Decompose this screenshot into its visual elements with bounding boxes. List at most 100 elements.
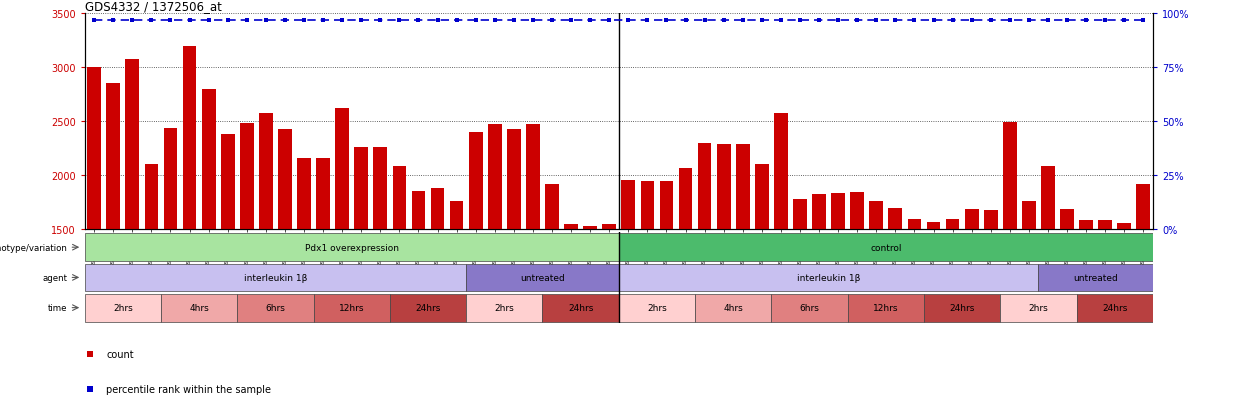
Bar <box>736 145 749 390</box>
Bar <box>85 264 466 292</box>
Bar <box>564 225 578 390</box>
Text: genotype/variation: genotype/variation <box>0 243 67 252</box>
Bar <box>392 167 406 390</box>
Bar <box>1098 221 1112 390</box>
Text: 6hrs: 6hrs <box>799 304 819 312</box>
Bar <box>469 133 483 390</box>
Text: percentile rank within the sample: percentile rank within the sample <box>107 384 271 394</box>
Text: untreated: untreated <box>1073 273 1118 282</box>
Bar <box>965 210 979 390</box>
Text: time: time <box>49 304 67 312</box>
Bar <box>1003 123 1017 390</box>
Bar <box>183 47 197 390</box>
Bar <box>1041 167 1055 390</box>
Bar <box>466 264 619 292</box>
Bar <box>1000 294 1077 322</box>
Bar <box>466 294 543 322</box>
Bar <box>316 158 330 390</box>
Bar <box>126 59 139 390</box>
Bar <box>695 294 772 322</box>
Text: count: count <box>107 349 134 360</box>
Bar <box>163 128 177 390</box>
Text: interleukin 1β: interleukin 1β <box>797 273 860 282</box>
Bar <box>889 209 903 390</box>
Bar <box>619 264 1038 292</box>
Bar <box>754 165 768 390</box>
Text: untreated: untreated <box>520 273 565 282</box>
Bar <box>1022 201 1036 390</box>
Text: 24hrs: 24hrs <box>1102 304 1128 312</box>
Bar <box>85 294 161 322</box>
Bar <box>603 225 616 390</box>
Bar <box>431 188 444 390</box>
Bar <box>1079 221 1093 390</box>
Bar <box>717 145 731 390</box>
Bar <box>697 143 711 390</box>
Bar <box>832 194 845 390</box>
Bar <box>640 182 654 390</box>
Text: 6hrs: 6hrs <box>265 304 285 312</box>
Bar <box>772 294 848 322</box>
Bar <box>449 201 463 390</box>
Bar <box>374 147 387 390</box>
Text: 2hrs: 2hrs <box>113 304 133 312</box>
Bar <box>1061 210 1074 390</box>
Text: 24hrs: 24hrs <box>568 304 594 312</box>
Text: 2hrs: 2hrs <box>494 304 514 312</box>
Bar <box>355 147 369 390</box>
Text: GDS4332 / 1372506_at: GDS4332 / 1372506_at <box>85 0 222 13</box>
Text: 2hrs: 2hrs <box>647 304 667 312</box>
Bar <box>144 165 158 390</box>
Bar <box>488 125 502 390</box>
Bar <box>679 169 692 390</box>
Bar <box>259 113 273 390</box>
Bar <box>220 135 234 390</box>
Bar <box>314 294 390 322</box>
Bar <box>869 201 883 390</box>
Bar <box>812 195 825 390</box>
Text: control: control <box>870 243 901 252</box>
Bar <box>621 181 635 390</box>
Text: agent: agent <box>42 273 67 282</box>
Bar <box>545 184 559 390</box>
Bar <box>774 113 788 390</box>
Text: 2hrs: 2hrs <box>1028 304 1048 312</box>
Bar <box>946 220 960 390</box>
Bar <box>335 109 349 390</box>
Bar <box>848 294 924 322</box>
Bar <box>527 125 540 390</box>
Bar <box>1038 264 1153 292</box>
Bar <box>584 226 598 390</box>
Bar <box>161 294 238 322</box>
Bar <box>412 192 426 390</box>
Bar <box>619 294 695 322</box>
Bar <box>924 294 1000 322</box>
Text: interleukin 1β: interleukin 1β <box>244 273 308 282</box>
Bar <box>1118 224 1132 390</box>
Bar <box>543 294 619 322</box>
Bar <box>850 193 864 390</box>
Text: 4hrs: 4hrs <box>189 304 209 312</box>
Bar <box>278 129 291 390</box>
Text: 12hrs: 12hrs <box>873 304 899 312</box>
Bar <box>85 234 619 261</box>
Text: Pdx1 overexpression: Pdx1 overexpression <box>305 243 398 252</box>
Bar <box>298 158 311 390</box>
Bar <box>908 220 921 390</box>
Bar <box>984 211 997 390</box>
Bar <box>1077 294 1153 322</box>
Bar <box>793 199 807 390</box>
Bar <box>660 182 674 390</box>
Bar <box>240 124 254 390</box>
Text: 24hrs: 24hrs <box>416 304 441 312</box>
Bar <box>202 90 215 390</box>
Bar <box>106 84 120 390</box>
Bar <box>238 294 314 322</box>
Bar <box>619 234 1153 261</box>
Bar <box>87 68 101 390</box>
Bar <box>390 294 466 322</box>
Text: 4hrs: 4hrs <box>723 304 743 312</box>
Text: 24hrs: 24hrs <box>950 304 975 312</box>
Bar <box>926 223 940 390</box>
Text: 12hrs: 12hrs <box>339 304 365 312</box>
